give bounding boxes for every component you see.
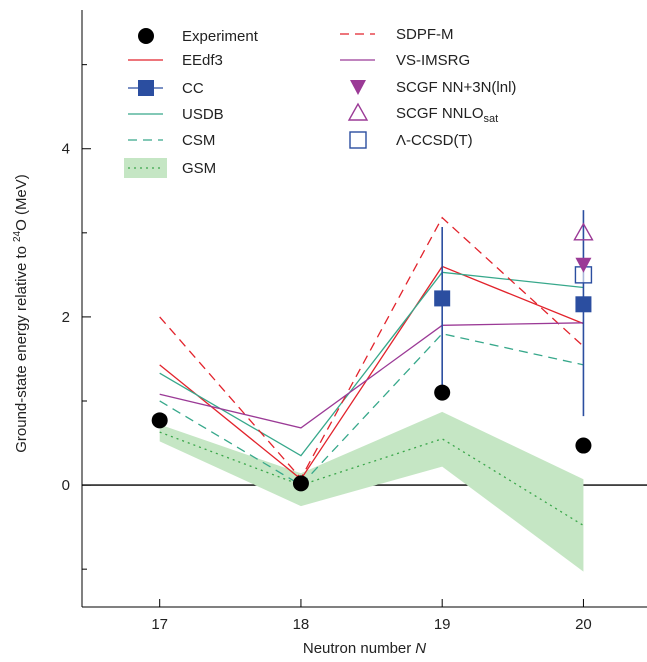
legend-scgf-nnlo-label: SCGF NNLOsat [396, 105, 498, 125]
x-axis-variable: N [415, 640, 426, 657]
legend-scgf-nnlo-symbol [347, 102, 369, 121]
axis-ticks: 17 18 19 20 0 2 4 [62, 64, 592, 633]
experiment-marker-18 [292, 475, 309, 492]
experiment-marker-20 [575, 437, 592, 454]
legend-usdb-label: USDB [182, 106, 224, 123]
x-axis-title-text: Neutron number [303, 640, 411, 657]
y-tick-label-4: 4 [62, 141, 70, 158]
x-tick-label-17: 17 [151, 616, 168, 633]
legend-sdpfm-label: SDPF-M [396, 26, 454, 43]
y-axis-title-superscript: 24 [12, 230, 23, 242]
gsm-band-area [159, 411, 584, 572]
legend-experiment-label: Experiment [182, 28, 259, 45]
series-line-sdpfm [159, 216, 584, 480]
legend: Experiment EEdf3 CC USDB CSM GSM SDPF-M VS-IMSR… [124, 26, 516, 178]
legend-scgf-nn3n-label: SCGF NN+3N(lnl) [396, 79, 516, 96]
series-line-csm [159, 333, 584, 486]
scgf-nnlo-marker-20 [573, 222, 594, 241]
legend-vsimsrg-label: VS-IMSRG [396, 52, 470, 69]
cc-marker-20 [575, 296, 592, 313]
y-axis-title-tail: O (MeV) [13, 174, 30, 231]
legend-lambda-ccsd-label: Λ-CCSD(T) [396, 132, 473, 149]
y-tick-label-0: 0 [62, 477, 70, 494]
series-line-usdb [159, 271, 584, 457]
series-markers [151, 210, 594, 492]
experiment-marker-17 [151, 412, 168, 429]
series-line-vsimsrg [159, 322, 584, 429]
y-tick-label-2: 2 [62, 309, 70, 326]
legend-lambda-ccsd-symbol [349, 131, 367, 149]
legend-cc-label: CC [182, 80, 204, 97]
legend-cc-symbol [138, 80, 154, 96]
x-tick-label-18: 18 [293, 616, 310, 633]
axis-titles: Neutron number N Ground-state energy rela… [12, 174, 426, 657]
legend-experiment-symbol [138, 28, 154, 44]
gsm-band [159, 411, 584, 572]
legend-gsm-label: GSM [182, 160, 216, 177]
legend-scgf-nn3n-symbol [350, 80, 366, 95]
series-line-eedf3 [159, 265, 584, 481]
series-lines [159, 216, 584, 526]
y-axis-title: Ground-state energy relative to 24O (MeV) [12, 174, 30, 453]
cc-marker-19 [434, 290, 451, 307]
experiment-marker-19 [434, 384, 451, 401]
x-tick-label-20: 20 [575, 616, 592, 633]
scgf-nn3n-marker-20 [575, 257, 592, 273]
legend-gsm-band [124, 158, 167, 178]
y-axis-title-text: Ground-state energy relative to [13, 246, 30, 453]
legend-eedf3-label: EEdf3 [182, 52, 223, 69]
x-tick-label-19: 19 [434, 616, 451, 633]
x-axis-title: Neutron number N [303, 640, 426, 657]
legend-csm-label: CSM [182, 132, 215, 149]
